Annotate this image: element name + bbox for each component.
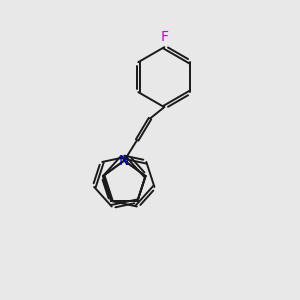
Text: N: N — [119, 154, 130, 168]
Text: F: F — [160, 30, 168, 44]
